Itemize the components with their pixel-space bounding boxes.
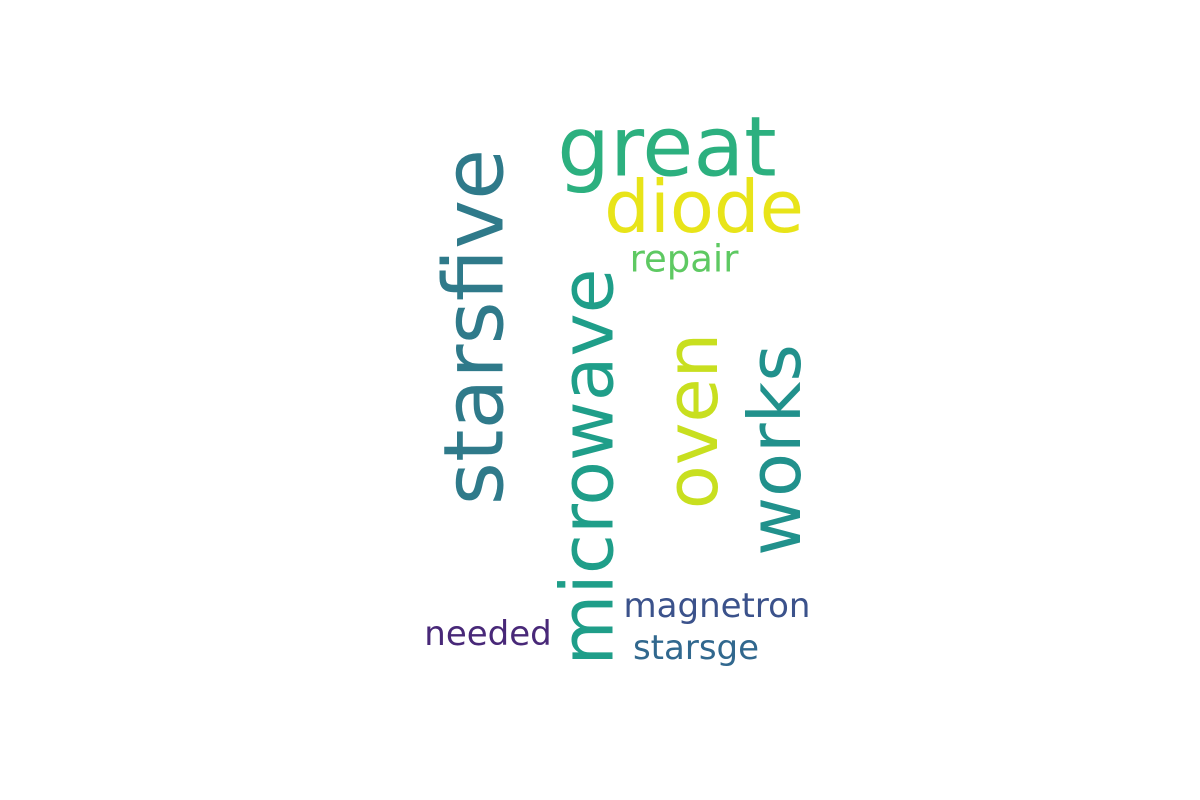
word-starsge: starsge	[632, 628, 760, 668]
word-great: great	[557, 98, 777, 196]
word-magnetron: magnetron	[623, 586, 811, 626]
word-microwave: microwave	[545, 268, 631, 666]
word-oven: oven	[650, 332, 734, 510]
word-repair: repair	[629, 237, 739, 281]
word-diode: diode	[604, 165, 804, 249]
word-starsfive: starsfive	[425, 148, 523, 506]
word-works: works	[733, 344, 817, 556]
word-needed: needed	[424, 614, 552, 654]
